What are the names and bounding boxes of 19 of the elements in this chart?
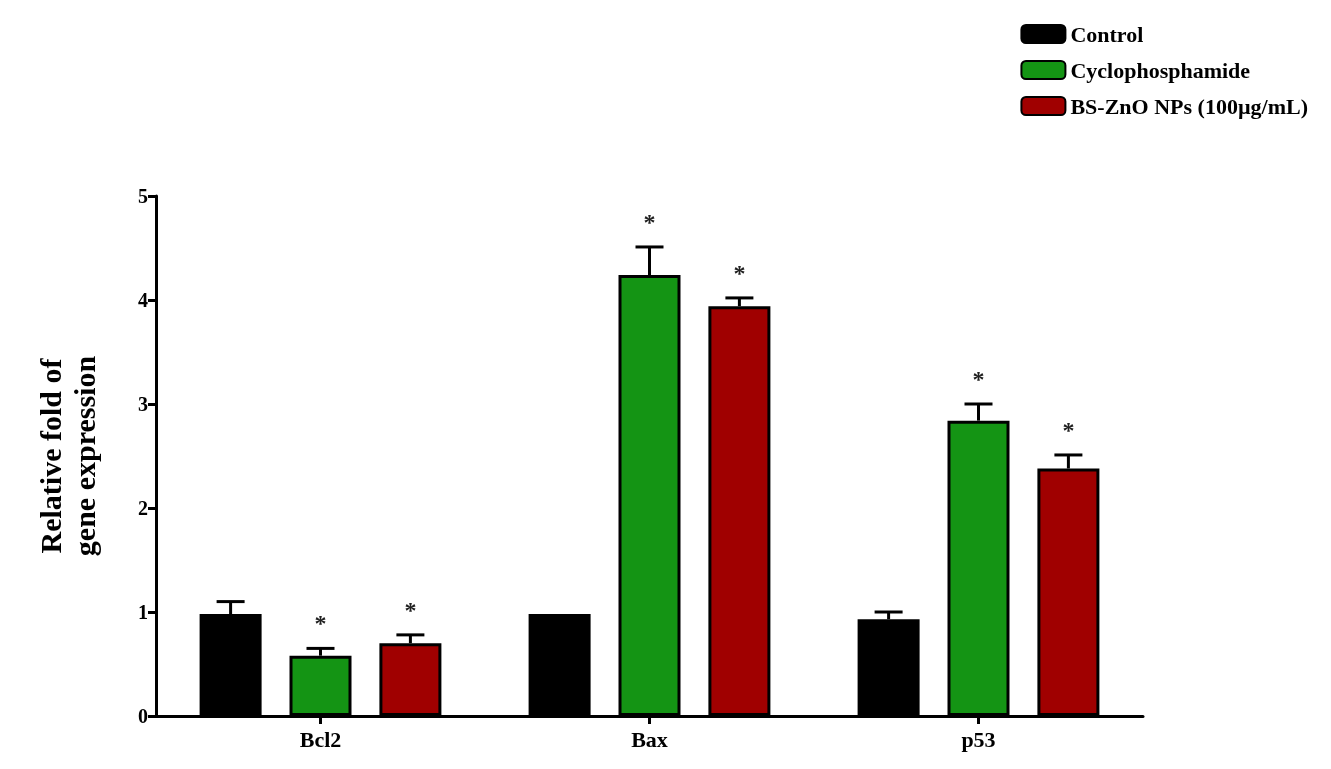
data-label: * [733, 259, 746, 286]
y-tick-label: 4 [138, 289, 148, 311]
data-label: * [404, 596, 417, 623]
y-tick-label: 3 [138, 393, 148, 415]
data-label: * [1062, 416, 1075, 443]
legend-label: Control [1070, 21, 1144, 47]
data-label: * [972, 366, 985, 392]
legend-label: Cyclophosphamide [1070, 57, 1251, 83]
y-tick-label: 2 [138, 497, 148, 519]
x-tick-label: p53 [961, 726, 996, 752]
legend-label: BS-ZnO NPs (100µg/mL) [1070, 93, 1309, 119]
data-label: * [314, 610, 327, 637]
y-tick-label: 1 [138, 601, 148, 623]
y-tick-label: 5 [138, 185, 148, 207]
data-label: * [643, 208, 656, 235]
y-axis-title: Relative fold of gene expression [33, 355, 101, 557]
x-tick-label: Bax [631, 726, 668, 752]
y-tick-label: 0 [138, 705, 148, 727]
x-tick-label: Bcl2 [299, 726, 342, 752]
